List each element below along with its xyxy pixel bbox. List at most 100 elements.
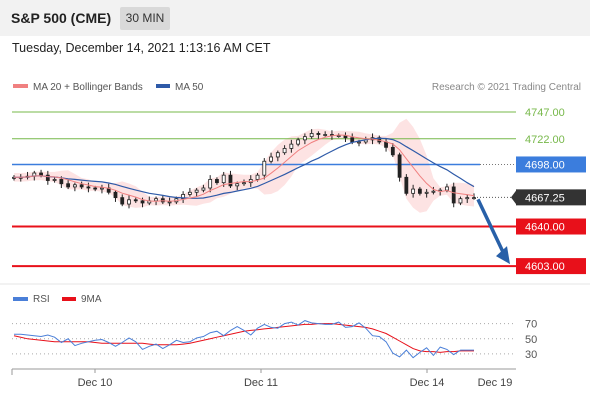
candle-body xyxy=(458,198,463,204)
candle-body xyxy=(133,199,138,202)
level-label-pivot: 4698.00 xyxy=(525,159,565,171)
candle-body xyxy=(154,198,158,202)
rsi-tick-label: 30 xyxy=(525,349,537,361)
candle-body xyxy=(269,156,273,162)
timestamp: Tuesday, December 14, 2021 1:13:16 AM CE… xyxy=(12,41,271,55)
candle-body xyxy=(93,187,98,190)
forecast-arrow-shaft xyxy=(476,198,506,255)
candle-body xyxy=(39,172,43,176)
candle-body xyxy=(424,191,429,194)
rsi-line xyxy=(14,320,474,359)
candle-body xyxy=(357,141,361,144)
candle-body xyxy=(215,179,219,184)
candle-body xyxy=(472,197,476,200)
candle-body xyxy=(140,200,145,204)
candle-body xyxy=(390,146,395,156)
level-label-pointer xyxy=(511,189,517,206)
candle-body xyxy=(431,190,436,193)
candle-body xyxy=(120,197,125,205)
candle-body xyxy=(127,199,131,205)
x-axis-label: Dec 19 xyxy=(478,377,513,389)
ma9-legend-label: 9MA xyxy=(81,294,102,305)
candle-body xyxy=(194,189,199,193)
candle-body xyxy=(167,201,172,204)
candle-body xyxy=(404,176,409,194)
candle-body xyxy=(208,179,213,189)
candle-body xyxy=(445,186,449,191)
level-labels: 4747.00 4722.00 4698.00 4667.25 4640.00 4603.… xyxy=(511,107,586,275)
level-label-support: 4603.00 xyxy=(525,261,565,273)
candle-body xyxy=(201,187,206,191)
level-label-resistance: 4722.00 xyxy=(525,134,565,146)
level-lines xyxy=(12,111,516,268)
ma20-legend-label: MA 20 + Bollinger Bands xyxy=(33,82,143,93)
ma9-line xyxy=(13,323,474,353)
candle-body xyxy=(465,197,470,200)
rsi-legend-swatch xyxy=(13,297,28,301)
ma50-legend-label: MA 50 xyxy=(175,82,204,93)
candle-body xyxy=(59,179,64,185)
bollinger-band-area xyxy=(14,118,474,213)
candle-body xyxy=(275,152,280,158)
candle-body xyxy=(411,188,416,194)
x-axis-label: Dec 14 xyxy=(410,377,445,389)
header-bar: S&P 500 (CME) 30 MIN xyxy=(0,0,590,36)
candle-body xyxy=(384,141,388,148)
ma20-legend-swatch xyxy=(13,84,28,88)
candle-body xyxy=(316,133,321,135)
level-label-bg xyxy=(516,156,586,173)
candle-body xyxy=(235,183,240,187)
candle-body xyxy=(228,174,233,187)
ma50-line xyxy=(14,137,475,199)
instrument-title: S&P 500 (CME) xyxy=(11,10,112,26)
rsi-tick-label: 50 xyxy=(525,334,537,346)
candle-body xyxy=(72,184,77,188)
candles xyxy=(12,129,476,209)
ma50-legend-swatch xyxy=(156,84,170,88)
x-axis-label: Dec 11 xyxy=(244,377,278,389)
rsi-legend-label: RSI xyxy=(33,294,50,305)
candle-body xyxy=(66,183,71,188)
credit-text: Research © 2021 Trading Central xyxy=(432,82,581,93)
candle-body xyxy=(262,160,267,176)
candle-body xyxy=(86,186,91,189)
candle-body xyxy=(187,191,192,195)
candle-body xyxy=(255,174,260,180)
level-label-bg xyxy=(516,258,586,275)
bollinger-bands xyxy=(14,118,474,213)
candle-body xyxy=(296,139,301,145)
interval-button[interactable]: 30 MIN xyxy=(120,7,170,30)
candle-body xyxy=(52,179,57,181)
candle-body xyxy=(79,184,84,188)
candle-body xyxy=(289,143,294,149)
candle-body xyxy=(282,148,287,154)
candle-body xyxy=(242,182,246,185)
moving-averages xyxy=(14,134,510,265)
x-axis-labels: Dec 10 Dec 11 Dec 14 Dec 19 xyxy=(78,369,513,389)
candle-body xyxy=(350,137,355,143)
candle-body xyxy=(323,134,328,136)
level-label-resistance: 4747.00 xyxy=(525,107,565,119)
level-label-bg xyxy=(516,218,586,235)
candle-body xyxy=(451,186,456,204)
candle-body xyxy=(45,174,50,181)
level-label-bg xyxy=(516,189,586,206)
x-axis-label: Dec 10 xyxy=(78,377,113,389)
candle-body xyxy=(181,194,186,200)
candle-body xyxy=(100,187,104,190)
rsi-panel: 70 50 30 xyxy=(12,319,537,361)
candle-body xyxy=(417,188,422,194)
candle-body xyxy=(309,133,314,138)
level-label-support: 4640.00 xyxy=(525,222,565,234)
candle-body xyxy=(221,174,226,184)
rsi-tick-label: 70 xyxy=(525,319,537,331)
candle-body xyxy=(397,154,402,178)
ma20-line xyxy=(14,134,475,202)
level-label-last: 4667.25 xyxy=(525,192,565,204)
candle-body xyxy=(113,191,118,199)
candle-body xyxy=(302,136,307,141)
ma9-legend-swatch xyxy=(62,297,76,301)
candle-body xyxy=(336,135,341,137)
forecast-arrow-head xyxy=(496,246,510,265)
